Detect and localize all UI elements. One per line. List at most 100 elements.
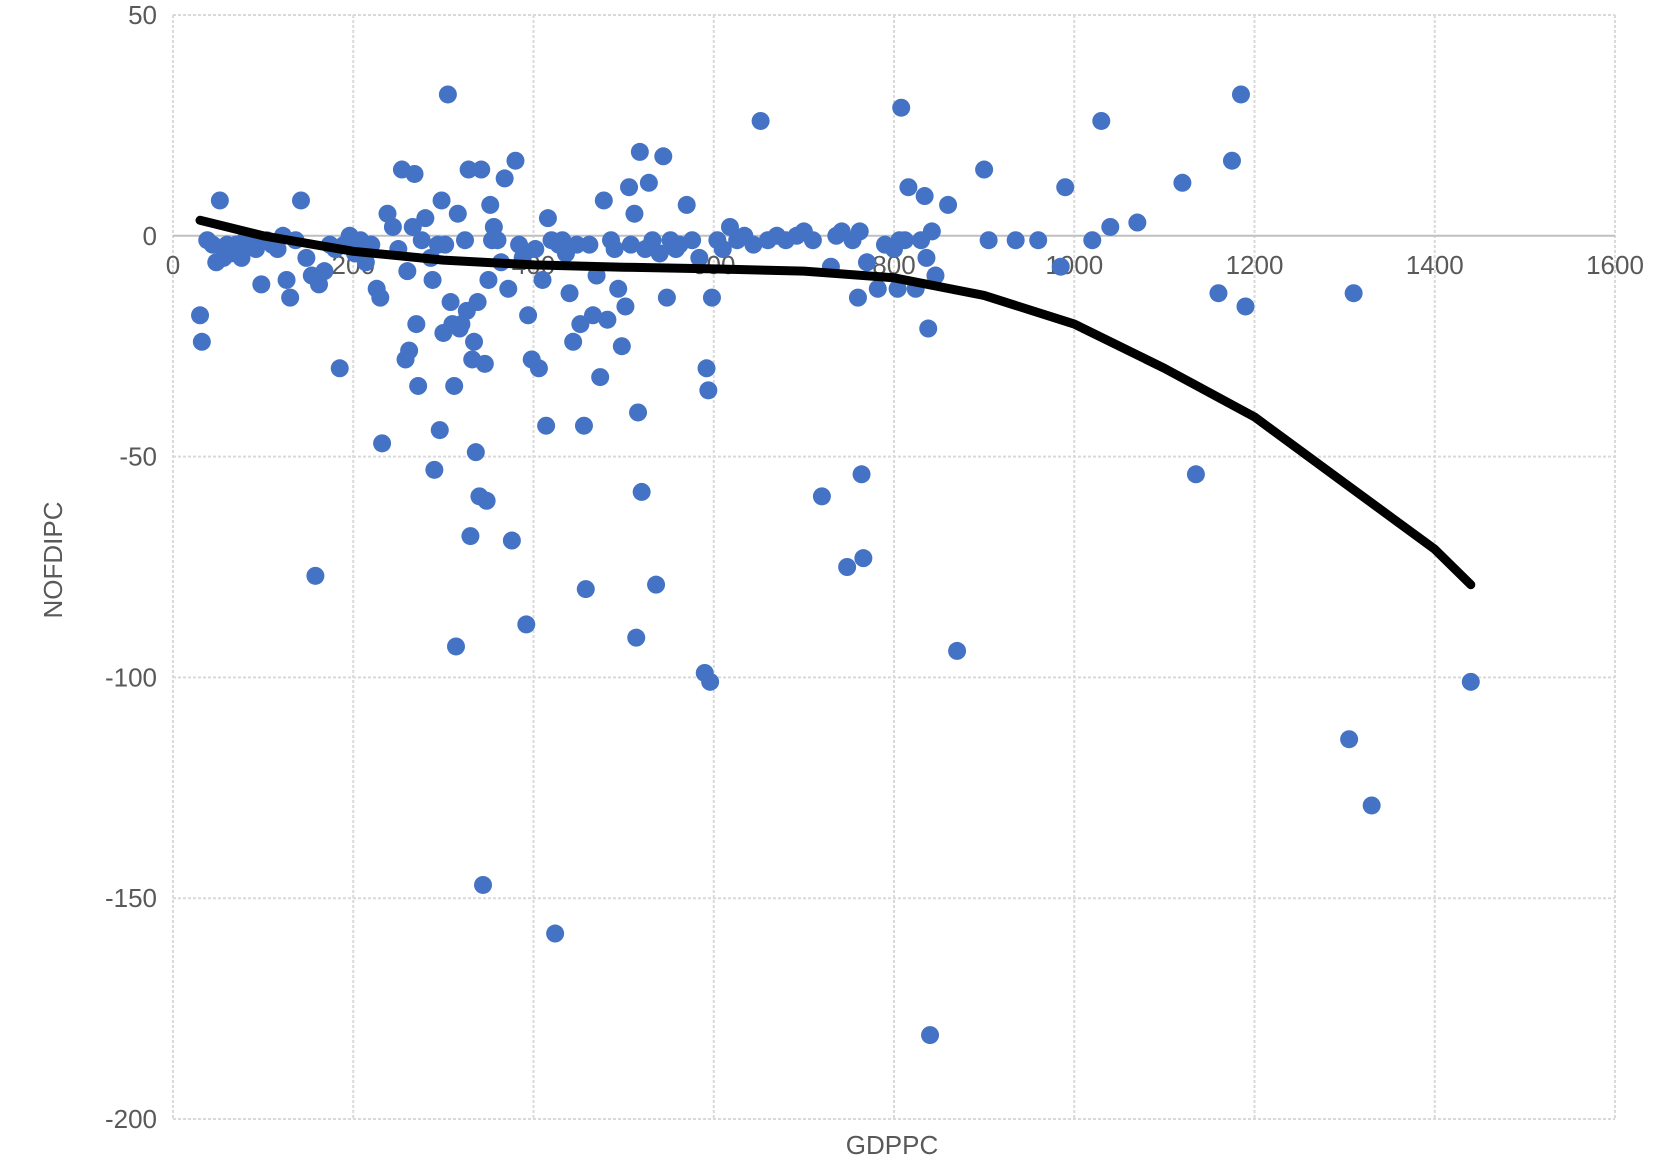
data-point: [892, 98, 911, 117]
data-point: [430, 421, 449, 440]
y-tick-label: 50: [128, 0, 157, 30]
data-point: [948, 641, 967, 660]
data-point: [627, 628, 646, 647]
data-point: [191, 306, 210, 325]
data-point: [281, 288, 300, 307]
trendline-layer: [195, 215, 1476, 590]
data-point: [472, 160, 491, 179]
data-point: [1051, 257, 1070, 276]
data-point: [1340, 730, 1359, 749]
data-point: [702, 288, 721, 307]
data-point: [574, 416, 593, 435]
data-point: [436, 235, 455, 254]
data-point: [465, 332, 484, 351]
data-point: [922, 222, 941, 241]
data-point: [383, 217, 402, 236]
data-point: [812, 487, 831, 506]
data-point: [979, 231, 998, 250]
data-point: [939, 195, 958, 214]
data-point: [915, 187, 934, 206]
data-point: [576, 580, 595, 599]
data-point: [481, 195, 500, 214]
data-point: [654, 147, 673, 166]
data-point: [848, 288, 867, 307]
data-point: [917, 248, 936, 267]
data-point: [699, 381, 718, 400]
data-point: [291, 191, 310, 210]
data-point: [423, 270, 442, 289]
data-point: [620, 178, 639, 197]
data-point: [919, 319, 938, 338]
data-point: [499, 279, 518, 298]
data-point: [1186, 465, 1205, 484]
y-tick-label: -100: [105, 662, 157, 692]
data-point: [657, 288, 676, 307]
data-point: [461, 527, 480, 546]
trendline: [195, 215, 1476, 590]
data-point: [546, 924, 565, 943]
data-point: [677, 195, 696, 214]
y-tick-label: 0: [143, 221, 157, 251]
data-point: [1173, 173, 1192, 192]
data-point: [621, 235, 640, 254]
data-point: [594, 191, 613, 210]
data-point: [441, 293, 460, 312]
data-point: [975, 160, 994, 179]
data-point: [639, 173, 658, 192]
data-point: [921, 1026, 940, 1045]
data-point: [612, 337, 631, 356]
data-point: [297, 248, 316, 267]
data-point: [583, 306, 602, 325]
data-point: [1231, 85, 1250, 104]
data-point: [537, 416, 556, 435]
data-point: [697, 359, 716, 378]
data-point: [506, 151, 525, 170]
data-point: [1344, 284, 1363, 303]
data-point: [803, 231, 822, 250]
x-tick-label: 1200: [1226, 250, 1284, 280]
data-point: [533, 270, 552, 289]
data-point: [526, 240, 545, 259]
data-point: [560, 284, 579, 303]
data-point: [744, 235, 763, 254]
data-point: [683, 231, 702, 250]
data-point: [1236, 297, 1255, 316]
data-point: [474, 875, 493, 894]
data-point: [895, 231, 914, 250]
data-point: [1101, 217, 1120, 236]
data-point: [838, 558, 857, 576]
data-point: [1083, 231, 1102, 250]
data-point: [203, 235, 222, 254]
data-point: [306, 566, 325, 585]
data-point: [899, 178, 918, 197]
data-point: [1222, 151, 1241, 170]
data-point: [567, 235, 586, 254]
data-point: [605, 240, 624, 259]
data-point: [1128, 213, 1147, 232]
data-point: [630, 142, 649, 161]
data-point: [519, 306, 538, 325]
data-point: [475, 354, 494, 373]
data-point: [405, 164, 424, 183]
data-point: [466, 443, 485, 462]
data-point: [468, 293, 487, 312]
y-tick-label: -150: [105, 883, 157, 913]
data-points: [191, 85, 1480, 1045]
x-axis-title: GDPPC: [846, 1130, 938, 1160]
tick-layer: 0 200 400 600 800 1000 1200 1400 1600500-50-100-…: [105, 0, 1644, 1134]
data-point: [852, 465, 871, 484]
data-point: [701, 672, 720, 691]
y-axis-title: NOFDIPC: [38, 502, 68, 619]
grid-layer: [172, 14, 1616, 1120]
data-point: [1029, 231, 1048, 250]
data-point: [632, 482, 651, 501]
data-point: [398, 262, 417, 281]
data-point: [713, 240, 732, 259]
data-point: [690, 248, 709, 267]
data-point: [330, 359, 349, 378]
data-point: [192, 332, 211, 351]
y-tick-label: -200: [105, 1104, 157, 1134]
data-point: [412, 231, 431, 250]
data-point: [1461, 672, 1480, 691]
data-point: [356, 253, 375, 272]
